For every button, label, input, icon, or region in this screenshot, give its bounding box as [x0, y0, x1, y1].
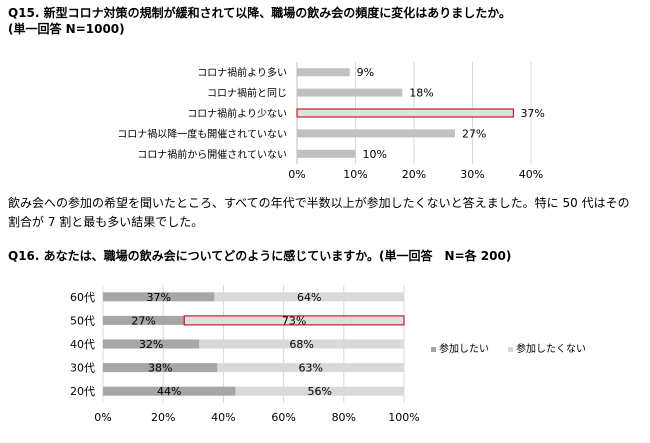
q15-x-tick-label: 0%: [288, 168, 305, 181]
q16-bar-segment-participate: [103, 292, 215, 302]
q15-bar: [297, 68, 350, 77]
q15-category-label: コロナ禍以降一度も開催されていない: [117, 127, 287, 140]
q16-bar-segment-not-participate: [199, 339, 404, 349]
q16-bar-segment-not-participate: [183, 315, 405, 326]
q15-bar: [297, 129, 455, 138]
q15-value-label: 10%: [363, 148, 387, 161]
q16-value-label-not-participate: 73%: [282, 314, 306, 327]
q16-value-label-participate: 38%: [148, 362, 172, 375]
q16-bar-segment-participate: [103, 315, 185, 325]
legend-label-not-participate: 参加したくない: [516, 342, 586, 355]
q15-category-label: コロナ禍前より少ない: [187, 107, 287, 120]
q16-value-label-not-participate: 64%: [297, 291, 321, 304]
q16-value-label-participate: 37%: [146, 291, 170, 304]
q16-x-tick-label: 0%: [94, 411, 111, 424]
q16-value-label-participate: 27%: [131, 314, 155, 327]
q15-subtitle: (単一回答 N=1000): [8, 22, 125, 36]
q16-category-label: 30代: [70, 362, 95, 375]
q15-value-label: 18%: [409, 87, 433, 100]
q15-bar: [296, 108, 515, 118]
q16-value-label-participate: 32%: [139, 338, 163, 351]
q16-x-tick-label: 60%: [271, 411, 295, 424]
q15-title: Q15. 新型コロナ対策の規制が緩和されて以降、職場の飲み会の頻度に変化はありま…: [8, 6, 512, 20]
q16-bar-segment-participate: [103, 363, 218, 373]
q16-title: Q16. あなたは、職場の飲み会についてどのように感じていますか。(単一回答 N…: [8, 249, 512, 263]
result-summary-paragraph: 飲み会への参加の希望を聞いたところ、すべての年代で半数以上が参加したくないと答え…: [8, 196, 630, 229]
q16-value-label-not-participate: 56%: [307, 385, 331, 398]
q15-category-label: コロナ禍前から開催されていない: [137, 148, 287, 161]
q15-category-label: コロナ禍前と同じ: [207, 87, 287, 100]
legend-swatch-participate: [431, 347, 436, 352]
q16-x-tick-label: 20%: [151, 411, 175, 424]
q16-value-label-not-participate: 63%: [298, 362, 322, 375]
q16-bar-segment-not-participate: [217, 363, 404, 373]
q16-category-label: 60代: [70, 291, 95, 304]
q16-x-tick-label: 40%: [211, 411, 235, 424]
q15-value-label: 27%: [462, 127, 486, 140]
q15-category-label: コロナ禍前より多い: [197, 66, 287, 79]
q15-x-tick-label: 30%: [460, 168, 484, 181]
q16-category-label: 20代: [70, 385, 95, 398]
q15-x-tick-label: 10%: [343, 168, 367, 181]
q16-x-tick-label: 80%: [332, 411, 356, 424]
q16-bar-segment-not-participate: [214, 292, 404, 302]
q15-x-tick-label: 20%: [402, 168, 426, 181]
q15-bar: [297, 88, 403, 97]
q16-value-label-participate: 44%: [157, 385, 181, 398]
q16-bar-segment-participate: [103, 386, 236, 396]
q16-x-tick-label: 100%: [388, 411, 419, 424]
q16-category-label: 40代: [70, 338, 95, 351]
q16-category-label: 50代: [70, 314, 95, 327]
q16-bar-segment-participate: [103, 339, 200, 349]
q16-bar-segment-not-participate: [235, 386, 404, 396]
q16-value-label-not-participate: 68%: [289, 338, 313, 351]
legend-label-participate: 参加したい: [439, 342, 489, 355]
q15-bar: [297, 149, 356, 158]
q15-value-label: 9%: [357, 66, 374, 79]
q15-value-label: 37%: [520, 107, 544, 120]
q15-x-tick-label: 40%: [519, 168, 543, 181]
legend-swatch-not-participate: [508, 347, 513, 352]
